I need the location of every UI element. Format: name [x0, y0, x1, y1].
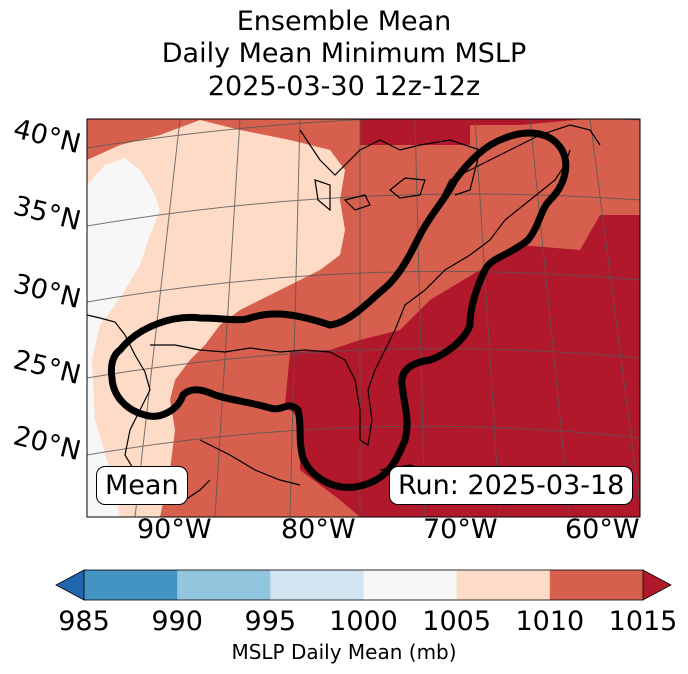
region-1000-1005: [87, 158, 160, 517]
colorbar-extend-low: [55, 569, 85, 601]
title-line-1: Ensemble Mean: [236, 6, 452, 37]
colorbar-bin-990-995: [177, 570, 271, 600]
lon-label-60w: 60°W: [565, 514, 640, 545]
colorbar-bin-995-1000: [270, 570, 364, 600]
colorbar-extend-high: [642, 569, 672, 601]
colorbar-tick-995: 995: [244, 606, 297, 637]
run-date-box: Run: 2025-03-18: [389, 466, 634, 505]
lon-label-70w: 70°W: [423, 514, 498, 545]
colorbar-tick-990: 990: [151, 606, 203, 637]
title-line-2: Daily Mean Minimum MSLP: [161, 38, 527, 69]
colorbar-tick-985: 985: [58, 606, 110, 637]
colorbar-label: MSLP Daily Mean (mb): [231, 640, 457, 664]
colorbar-bin-985-990: [84, 570, 178, 600]
colorbar-bin-1010-1015: [549, 570, 644, 600]
colorbar-tick-1000: 1000: [329, 606, 398, 637]
map-frame: [86, 118, 641, 518]
ensemble-contour: [107, 129, 570, 491]
colorbar-tick-1010: 1010: [515, 606, 585, 637]
mean-label-box: Mean: [96, 466, 188, 505]
colorbar-bin-1000-1005: [363, 570, 458, 600]
lon-label-90w: 90°W: [137, 514, 212, 545]
lon-label-80w: 80°W: [281, 514, 356, 545]
colorbar-bin-1005-1010: [456, 570, 551, 600]
colorbar-tick-1005: 1005: [422, 606, 492, 637]
title-line-3: 2025-03-30 12z-12z: [207, 71, 481, 102]
colorbar-tick-1015: 1015: [608, 606, 678, 637]
colorbar-frame: [83, 569, 644, 601]
